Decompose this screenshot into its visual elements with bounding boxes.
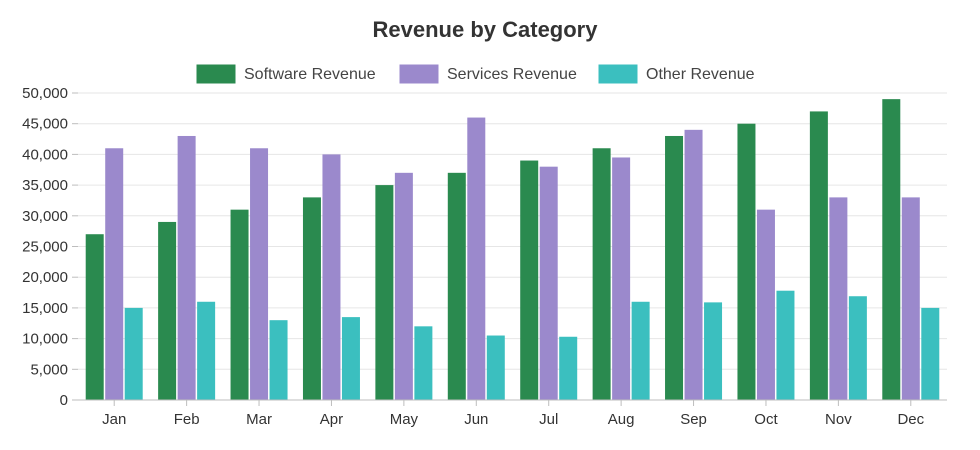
x-tick-label: Aug xyxy=(608,411,635,428)
bar-other-oct[interactable] xyxy=(776,290,795,400)
bar-other-jul[interactable] xyxy=(559,336,578,400)
y-tick-label: 0 xyxy=(60,392,68,409)
legend-item-other[interactable]: Other Revenue xyxy=(597,63,755,85)
legend-swatch-other xyxy=(597,63,639,85)
bar-software-nov[interactable] xyxy=(809,111,828,401)
bar-other-jun[interactable] xyxy=(486,335,505,400)
x-tick-label: Mar xyxy=(246,411,272,428)
x-tick-label: Jun xyxy=(464,411,488,428)
x-tick-label: Nov xyxy=(825,411,852,428)
y-tick-label: 45,000 xyxy=(22,116,68,133)
bar-other-may[interactable] xyxy=(414,326,433,400)
bar-software-may[interactable] xyxy=(375,185,394,400)
bar-services-jul[interactable] xyxy=(539,166,558,400)
legend-swatch-software xyxy=(195,63,237,85)
bar-software-mar[interactable] xyxy=(230,209,249,400)
bar-services-mar[interactable] xyxy=(250,148,269,400)
y-tick-label: 5,000 xyxy=(30,361,68,378)
bar-software-jul[interactable] xyxy=(520,160,539,400)
bar-services-oct[interactable] xyxy=(756,209,775,400)
bar-software-aug[interactable] xyxy=(592,148,611,400)
x-tick-label: May xyxy=(390,411,419,428)
y-tick-label: 20,000 xyxy=(22,269,68,286)
bar-other-mar[interactable] xyxy=(269,320,288,400)
bar-software-apr[interactable] xyxy=(302,197,321,400)
bar-other-dec[interactable] xyxy=(921,307,940,400)
x-tick-label: Oct xyxy=(754,411,778,428)
bar-services-apr[interactable] xyxy=(322,154,341,400)
y-tick-label: 50,000 xyxy=(22,85,68,102)
y-tick-label: 35,000 xyxy=(22,177,68,194)
bar-services-aug[interactable] xyxy=(612,157,631,400)
bar-other-aug[interactable] xyxy=(631,301,650,400)
bar-software-jan[interactable] xyxy=(85,234,104,400)
bar-other-feb[interactable] xyxy=(197,301,216,400)
legend-label-software: Software Revenue xyxy=(244,66,376,83)
legend-swatch-services xyxy=(398,63,440,85)
y-axis-ticks: 0 5,000 10,000 15,000 20,000 25,000 30,000 35,0… xyxy=(22,85,78,409)
chart-title: Revenue by Category xyxy=(373,17,599,42)
x-tick-label: Dec xyxy=(897,411,924,428)
x-axis-ticks: Jan Feb Mar Apr May Jun Jul Aug Sep Oct Nov Dec xyxy=(102,400,925,428)
bar-services-may[interactable] xyxy=(394,172,413,400)
legend-label-other: Other Revenue xyxy=(646,66,755,83)
y-tick-label: 40,000 xyxy=(22,146,68,163)
y-tick-label: 10,000 xyxy=(22,331,68,348)
y-tick-label: 25,000 xyxy=(22,239,68,256)
bar-software-oct[interactable] xyxy=(737,123,756,400)
y-tick-label: 30,000 xyxy=(22,208,68,225)
bar-other-sep[interactable] xyxy=(704,302,723,400)
x-tick-label: Feb xyxy=(174,411,200,428)
legend-item-software[interactable]: Software Revenue xyxy=(195,63,376,85)
x-tick-label: Jan xyxy=(102,411,126,428)
legend-item-services[interactable]: Services Revenue xyxy=(398,63,577,85)
bar-services-sep[interactable] xyxy=(684,129,703,400)
x-tick-label: Jul xyxy=(539,411,558,428)
bar-software-jun[interactable] xyxy=(447,172,466,400)
bar-services-feb[interactable] xyxy=(177,135,196,401)
bar-software-feb[interactable] xyxy=(158,221,177,400)
bar-services-jan[interactable] xyxy=(105,148,124,400)
x-tick-label: Apr xyxy=(320,411,343,428)
bar-other-apr[interactable] xyxy=(341,317,360,400)
bar-services-jun[interactable] xyxy=(467,117,486,400)
bar-services-dec[interactable] xyxy=(901,197,920,400)
bar-other-nov[interactable] xyxy=(848,296,867,400)
bars xyxy=(85,99,940,401)
gridlines xyxy=(78,92,947,370)
bar-services-nov[interactable] xyxy=(829,197,848,400)
bar-software-dec[interactable] xyxy=(882,99,901,400)
bar-other-jan[interactable] xyxy=(124,307,143,400)
y-tick-label: 15,000 xyxy=(22,300,68,317)
bar-software-sep[interactable] xyxy=(665,135,684,401)
chart-legend: Software Revenue Services Revenue Other … xyxy=(195,63,755,85)
legend-label-services: Services Revenue xyxy=(447,66,577,83)
x-tick-label: Sep xyxy=(680,411,707,428)
